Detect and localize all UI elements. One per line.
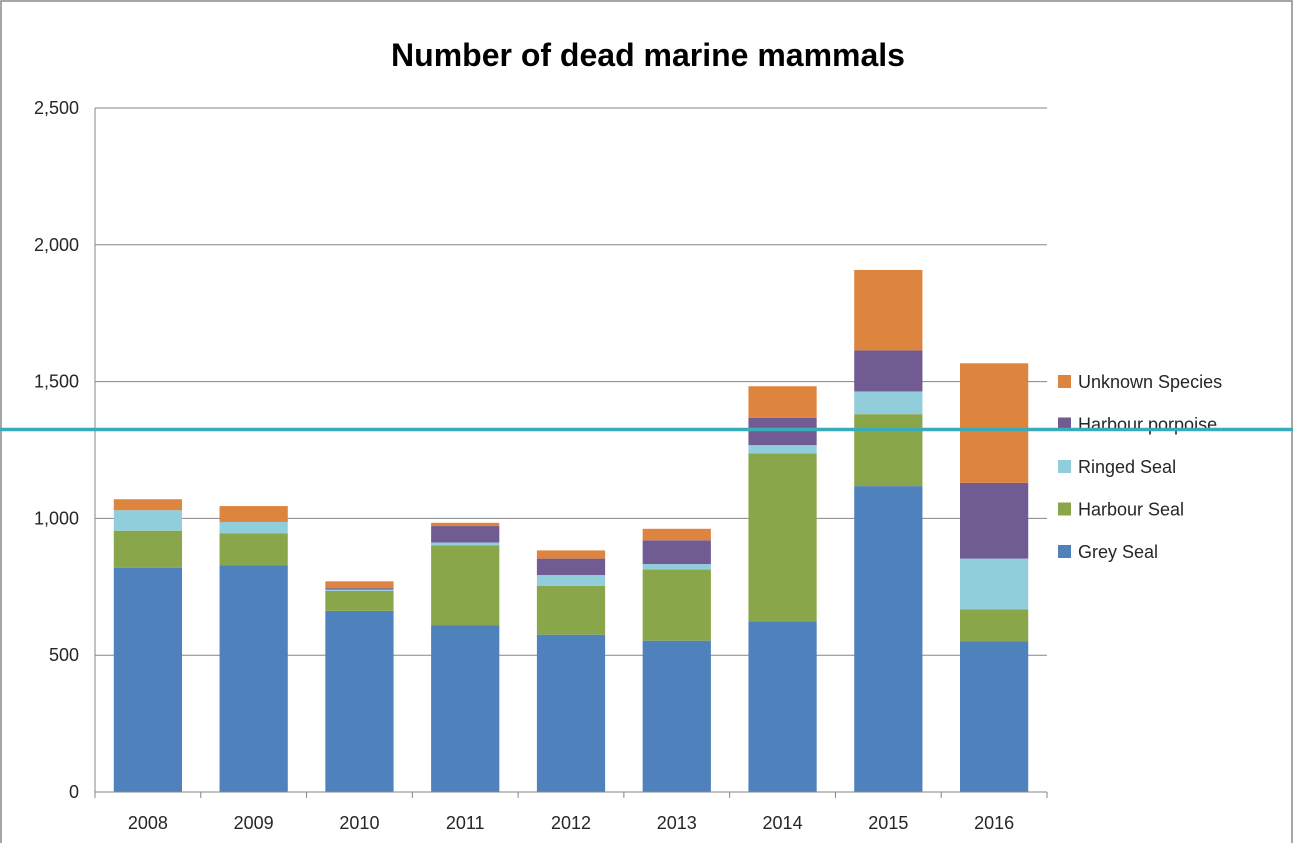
bar-grey-seal-2012 [536,634,606,792]
y-tick-label: 1,500 [34,372,79,392]
x-tick-label: 2010 [339,813,379,833]
x-axis-ticks: 2008 2009 2010 2011 2012 2013 2014 2015 2016 [94,792,1048,833]
legend-label: Grey Seal [1078,542,1158,562]
bar-unknown-species-2008 [113,499,183,511]
bar-ringed-seal-2016 [960,558,1029,610]
y-tick-label: 500 [49,645,79,665]
bar-ringed-seal-2015 [854,391,923,415]
y-axis-ticks: 0 500 1,000 1,500 2,000 2,500 [34,98,79,802]
bar-harbour-seal-2012 [536,585,606,635]
x-tick-label: 2015 [868,813,908,833]
bar-harbour-porpoise-2014 [748,417,817,446]
legend-swatch-harbour-porpoise [1058,417,1071,431]
x-tick-label: 2009 [234,813,274,833]
bar-ringed-seal-2010 [325,589,394,591]
legend-swatch-harbour-seal [1058,502,1071,516]
legend: Unknown Species Harbour porpoise Ringed Se… [1058,372,1222,562]
bar-harbour-seal-2014 [748,453,817,622]
bar-harbour-seal-2008 [113,530,183,568]
bar-harbour-seal-2009 [219,533,288,566]
bar-harbour-porpoise-2010 [325,588,394,590]
bar-grey-seal-2008 [113,567,183,792]
bar-harbour-porpoise-2011 [431,526,500,543]
bar-unknown-species-2014 [748,386,817,418]
axes [94,108,1047,793]
bar-unknown-species-2010 [325,581,394,589]
bar-harbour-seal-2015 [854,414,923,487]
legend-swatch-unknown-species [1058,375,1071,388]
bar-unknown-species-2016 [960,363,1029,483]
legend-swatch-grey-seal [1058,545,1071,558]
x-tick-label: 2008 [128,813,168,833]
bar-grey-seal-2015 [854,486,923,792]
bar-grey-seal-2014 [748,621,817,792]
bar-unknown-species-2009 [219,506,288,522]
bar-ringed-seal-2014 [748,445,817,454]
bar-unknown-species-2015 [854,269,923,351]
legend-label: Harbour Seal [1078,500,1184,520]
legend-label: Unknown Species [1078,372,1222,392]
bar-harbour-seal-2013 [642,569,711,641]
bar-grey-seal-2016 [960,641,1029,792]
x-tick-label: 2016 [974,813,1014,833]
bars [113,269,1029,792]
y-tick-label: 1,000 [34,508,79,528]
bar-unknown-species-2012 [536,550,606,559]
bar-harbour-porpoise-2012 [536,558,606,576]
legend-label: Ringed Seal [1078,457,1176,477]
bar-grey-seal-2009 [219,565,288,792]
bar-harbour-seal-2016 [960,609,1029,642]
x-tick-label: 2012 [551,813,591,833]
bar-harbour-seal-2010 [325,590,394,611]
chart-title: Number of dead marine mammals [391,37,905,73]
bar-harbour-porpoise-2015 [854,350,923,392]
bar-ringed-seal-2009 [219,521,288,534]
bar-ringed-seal-2011 [431,542,500,546]
bar-unknown-species-2011 [431,522,500,527]
bar-grey-seal-2010 [325,610,394,792]
bar-ringed-seal-2012 [536,575,606,586]
y-tick-label: 2,500 [34,98,79,118]
bar-harbour-porpoise-2013 [642,540,711,565]
bar-grey-seal-2013 [642,640,711,792]
bar-harbour-seal-2011 [431,545,500,626]
bar-grey-seal-2011 [431,625,500,792]
y-tick-label: 0 [69,782,79,802]
legend-label: Harbour porpoise [1078,415,1217,435]
x-tick-label: 2014 [763,813,803,833]
bar-unknown-species-2013 [642,528,711,541]
legend-swatch-ringed-seal [1058,460,1071,473]
bar-ringed-seal-2013 [642,564,711,570]
y-tick-label: 2,000 [34,235,79,255]
x-tick-label: 2011 [446,813,485,833]
x-tick-label: 2013 [657,813,697,833]
bar-ringed-seal-2008 [113,510,183,531]
bar-harbour-porpoise-2016 [960,482,1029,559]
